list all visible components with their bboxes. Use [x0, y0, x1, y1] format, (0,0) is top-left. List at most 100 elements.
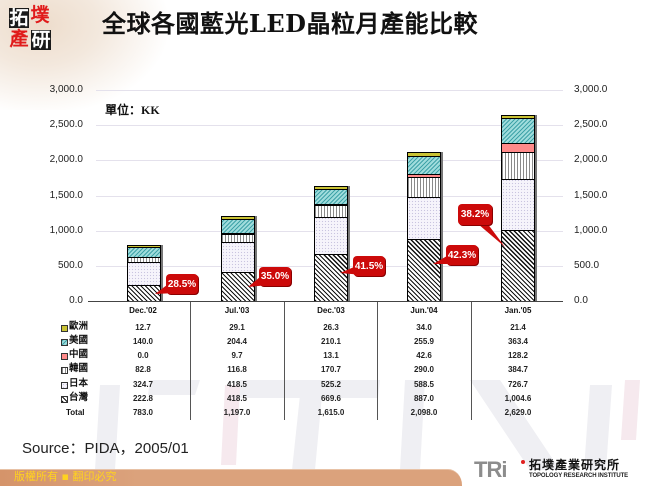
- bar-segment-china: [222, 233, 254, 234]
- y2-axis-tick-label: 500.0: [574, 260, 600, 271]
- table-cell: 363.4: [507, 337, 529, 346]
- table-cell: 887.0: [413, 394, 435, 403]
- table-cell: 34.0: [416, 323, 432, 332]
- growth-callout: 41.5%: [353, 256, 385, 276]
- stacked-bar[interactable]: [407, 152, 441, 302]
- growth-callout: 28.5%: [166, 274, 198, 294]
- growth-callout: 42.3%: [446, 245, 478, 265]
- y2-axis-tick-label: 1,000.0: [574, 225, 608, 236]
- table-cell: 0.0: [137, 351, 149, 360]
- bar-segment-korea: [408, 176, 440, 198]
- y2-axis-tick-label: 1,500.0: [574, 190, 608, 201]
- x-axis-line: [88, 301, 563, 302]
- legend-label-japan: 日本: [69, 378, 89, 389]
- legend-swatch-china: [61, 353, 68, 360]
- bar-segment-taiwan: [315, 253, 347, 301]
- legend-label-korea: 韓國: [69, 363, 89, 374]
- total-cell: 2,629.0: [504, 408, 532, 417]
- table-cell: 222.8: [132, 394, 154, 403]
- growth-callout: 38.2%: [458, 204, 492, 225]
- table-cell: 210.1: [320, 337, 342, 346]
- bar-segment-china: [408, 173, 440, 177]
- bar-segment-japan: [128, 262, 160, 286]
- y-axis-tick-label: 2,000.0: [49, 154, 83, 165]
- y-axis-tick-label: 1,500.0: [49, 190, 83, 201]
- y2-axis-tick-label: 2,000.0: [574, 154, 608, 165]
- category-header: Jun.'04: [410, 306, 438, 315]
- table-cell: 255.9: [413, 337, 435, 346]
- bar-segment-usa: [128, 246, 160, 257]
- org-name-zh: 拓墣產業研究所: [529, 458, 621, 472]
- y2-axis-tick-label: 3,000.0: [574, 84, 608, 95]
- legend-swatch-korea: [61, 367, 68, 374]
- legend-swatch-usa: [61, 339, 68, 346]
- gridline: [96, 90, 563, 91]
- table-cell: 290.0: [413, 365, 435, 374]
- legend-swatch-europe: [61, 325, 68, 332]
- table-column-divider: [377, 302, 378, 420]
- total-cell: 1,615.0: [317, 408, 345, 417]
- gridline: [96, 160, 563, 161]
- table-cell: 26.3: [323, 323, 339, 332]
- legend-label-china: 中國: [69, 349, 89, 360]
- y-axis-tick-label: 2,500.0: [49, 119, 83, 130]
- table-cell: 29.1: [229, 323, 245, 332]
- bar-segment-europe: [128, 245, 160, 247]
- bar-segment-taiwan: [502, 230, 534, 301]
- stacked-bar[interactable]: [221, 215, 255, 302]
- legend-label-taiwan: 台灣: [69, 392, 89, 403]
- bar-segment-taiwan: [128, 285, 160, 301]
- table-cell: 418.5: [226, 394, 248, 403]
- table-cell: 418.5: [226, 380, 248, 389]
- bar-segment-japan: [502, 179, 534, 231]
- bar-segment-korea: [502, 152, 534, 180]
- bar-segment-usa: [222, 218, 254, 234]
- legend-label-usa: 美國: [69, 335, 89, 346]
- table-cell: 726.7: [507, 380, 529, 389]
- copyright-text: 版權所有 ▪ 翻印必究: [14, 470, 117, 483]
- footer-band: [0, 469, 462, 486]
- y2-axis-tick-label: 2,500.0: [574, 119, 608, 130]
- y-axis-tick-label: 1,000.0: [49, 225, 83, 236]
- table-cell: 588.5: [413, 380, 435, 389]
- source-note: Source：PIDA，2005/01: [22, 440, 189, 457]
- bar-segment-europe: [502, 116, 534, 118]
- total-cell: 2,098.0: [410, 408, 438, 417]
- company-logo: 拓 墣 產 研: [8, 5, 52, 51]
- bar-segment-europe: [408, 153, 440, 156]
- table-cell: 324.7: [132, 380, 154, 389]
- org-name-en: TOPOLOGY RESEARCH INSTITUTE: [529, 473, 629, 479]
- table-cell: 42.6: [416, 351, 432, 360]
- table-cell: 525.2: [320, 380, 342, 389]
- total-cell: 783.0: [132, 408, 154, 417]
- table-cell: 140.0: [132, 337, 154, 346]
- table-cell: 12.7: [135, 323, 151, 332]
- background-map-watermark: [0, 0, 200, 110]
- table-cell: 669.6: [320, 394, 342, 403]
- bar-segment-usa: [408, 155, 440, 174]
- logo-char: 墣: [30, 4, 50, 26]
- y2-axis-tick-label: 0.0: [574, 295, 588, 306]
- bar-segment-europe: [315, 187, 347, 190]
- gridline: [96, 125, 563, 126]
- bar-segment-korea: [128, 256, 160, 263]
- bar-segment-japan: [408, 197, 440, 239]
- stacked-bar[interactable]: [314, 186, 348, 302]
- tri-logo-dot: [521, 460, 525, 464]
- bar-segment-korea: [315, 204, 347, 217]
- bar-segment-usa: [502, 117, 534, 144]
- bar-segment-europe: [222, 216, 254, 219]
- stacked-bar[interactable]: [501, 115, 535, 302]
- category-header: Jan.'05: [504, 306, 532, 315]
- bar-segment-china: [315, 204, 347, 205]
- y-axis-tick-label: 500.0: [57, 260, 83, 271]
- table-cell: 9.7: [231, 351, 243, 360]
- y-axis-tick-label: 0.0: [69, 295, 83, 306]
- tri-logo: TRi: [474, 457, 507, 482]
- table-cell: 384.7: [507, 365, 529, 374]
- bar-segment-korea: [222, 233, 254, 243]
- category-header: Dec.'02: [129, 306, 157, 315]
- bar-segment-taiwan: [408, 238, 440, 301]
